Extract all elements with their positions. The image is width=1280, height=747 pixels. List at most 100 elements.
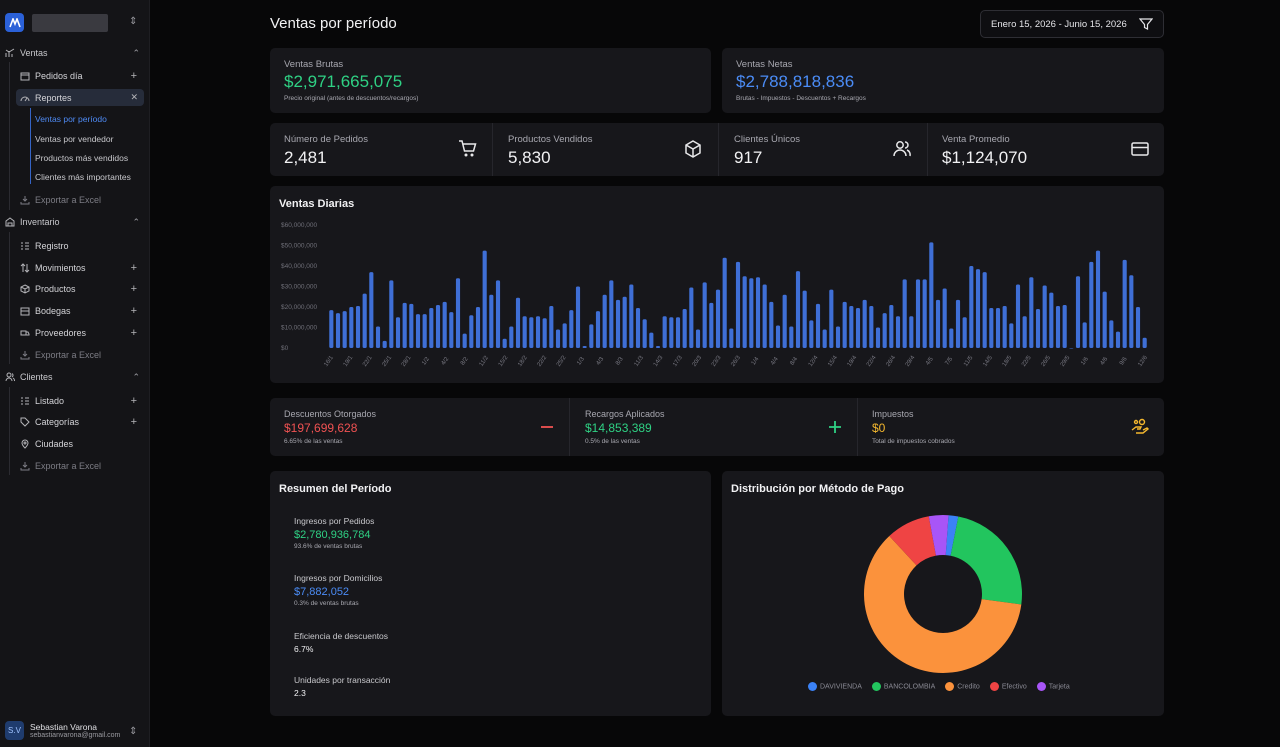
bar[interactable]	[975, 269, 981, 348]
bar[interactable]	[809, 320, 814, 348]
sidebar-item-ciudades[interactable]: Ciudades	[20, 437, 140, 451]
bar[interactable]	[395, 317, 401, 348]
plus-icon[interactable]: +	[130, 395, 137, 407]
bar[interactable]	[869, 305, 874, 348]
bar[interactable]	[495, 280, 501, 348]
legend-item[interactable]: Credito	[945, 682, 980, 691]
sidebar-item-categorias[interactable]: Categorías +	[20, 415, 140, 429]
bar[interactable]	[875, 327, 881, 349]
bar[interactable]	[442, 301, 447, 348]
bar[interactable]	[429, 308, 434, 348]
plus-icon[interactable]: +	[130, 327, 137, 339]
bar[interactable]	[382, 340, 387, 348]
bar[interactable]	[822, 329, 827, 348]
bar[interactable]	[342, 311, 347, 348]
bar[interactable]	[575, 286, 581, 349]
bar[interactable]	[795, 271, 801, 348]
bar[interactable]	[715, 289, 721, 348]
bar[interactable]	[855, 308, 861, 348]
bar[interactable]	[1055, 305, 1061, 348]
workspace-switcher[interactable]: ⇕	[5, 13, 145, 33]
sidebar-item-bodegas[interactable]: Bodegas +	[20, 304, 140, 318]
bar[interactable]	[915, 279, 921, 348]
bar[interactable]	[782, 294, 787, 348]
bar[interactable]	[569, 310, 574, 348]
section-clientes[interactable]: Clientes ⌃	[5, 372, 140, 382]
bar[interactable]	[902, 279, 907, 348]
bar[interactable]	[642, 319, 647, 348]
sidebar-item-productos[interactable]: Productos +	[20, 282, 140, 296]
bar[interactable]	[455, 278, 461, 348]
bar[interactable]	[1115, 331, 1121, 348]
donut-slice-credito[interactable]	[864, 536, 1022, 673]
bar[interactable]	[729, 328, 734, 348]
bar[interactable]	[802, 290, 807, 348]
bar[interactable]	[635, 308, 641, 348]
bar[interactable]	[962, 317, 967, 348]
sidebar-item-pedidos-dia[interactable]: Pedidos día +	[20, 69, 140, 83]
bar[interactable]	[582, 345, 587, 348]
chevron-updown-icon[interactable]: ⇕	[129, 726, 138, 737]
donut-slice-efectivo[interactable]	[889, 516, 936, 566]
chevron-up-icon[interactable]: ⌃	[132, 371, 140, 382]
bar[interactable]	[469, 315, 474, 348]
bar[interactable]	[1069, 348, 1074, 349]
bar[interactable]	[1042, 285, 1047, 348]
bar[interactable]	[1035, 309, 1041, 348]
chevron-up-icon[interactable]: ⌃	[132, 216, 140, 227]
bar[interactable]	[449, 312, 454, 348]
bar[interactable]	[1089, 261, 1094, 348]
sidebar-subitem-ventas-vendedor[interactable]: Ventas por vendedor	[35, 134, 114, 144]
sidebar-item-movimientos[interactable]: Movimientos +	[20, 261, 140, 275]
bar[interactable]	[722, 257, 727, 348]
close-icon[interactable]: ✕	[130, 92, 138, 102]
sidebar-item-listado[interactable]: Listado +	[20, 394, 140, 408]
donut-slice-tarjeta[interactable]	[928, 515, 949, 556]
sidebar-item-registro[interactable]: Registro	[20, 239, 140, 253]
bar[interactable]	[509, 326, 514, 348]
bar[interactable]	[849, 305, 854, 348]
bar[interactable]	[742, 276, 747, 348]
bar[interactable]	[669, 317, 674, 348]
bar[interactable]	[995, 308, 1001, 348]
bar[interactable]	[609, 280, 614, 348]
bar[interactable]	[1109, 320, 1114, 348]
section-ventas[interactable]: Ventas ⌃	[5, 48, 140, 58]
bar[interactable]	[1075, 276, 1081, 348]
bar[interactable]	[329, 310, 334, 348]
bar[interactable]	[402, 302, 407, 348]
date-range-filter-button[interactable]: Enero 15, 2026 - Junio 15, 2026	[980, 10, 1164, 38]
sidebar-item-exportar-ventas[interactable]: Exportar a Excel	[20, 193, 140, 207]
chevron-up-icon[interactable]: ⌃	[132, 47, 140, 58]
sidebar-subitem-productos-vendidos[interactable]: Productos más vendidos	[35, 153, 129, 163]
bar[interactable]	[1022, 316, 1027, 348]
bar[interactable]	[1082, 322, 1087, 348]
bar[interactable]	[1135, 307, 1141, 348]
bar[interactable]	[422, 314, 427, 348]
section-inventario[interactable]: Inventario ⌃	[5, 217, 140, 227]
donut-slice-davivienda[interactable]	[945, 515, 959, 556]
bar[interactable]	[889, 304, 894, 348]
bar[interactable]	[349, 307, 354, 348]
bar[interactable]	[842, 301, 847, 348]
bar[interactable]	[935, 299, 941, 348]
bar[interactable]	[362, 293, 367, 348]
plus-icon[interactable]: +	[130, 305, 137, 317]
sidebar-item-proveedores[interactable]: Proveedores +	[20, 326, 140, 340]
bar[interactable]	[355, 305, 361, 348]
bar[interactable]	[929, 242, 934, 348]
bar[interactable]	[1129, 275, 1134, 348]
bar[interactable]	[529, 317, 534, 348]
bar[interactable]	[622, 296, 627, 348]
sidebar-subitem-clientes-importantes[interactable]: Clientes más importantes	[35, 172, 131, 182]
bar[interactable]	[1049, 292, 1054, 348]
bar[interactable]	[542, 318, 547, 348]
legend-item[interactable]: Tarjeta	[1036, 682, 1070, 691]
bar[interactable]	[369, 272, 374, 348]
bar[interactable]	[435, 304, 441, 348]
bar[interactable]	[602, 294, 607, 348]
bar[interactable]	[1029, 277, 1034, 348]
bar[interactable]	[882, 313, 887, 348]
bar[interactable]	[462, 333, 467, 348]
bar[interactable]	[489, 294, 494, 348]
